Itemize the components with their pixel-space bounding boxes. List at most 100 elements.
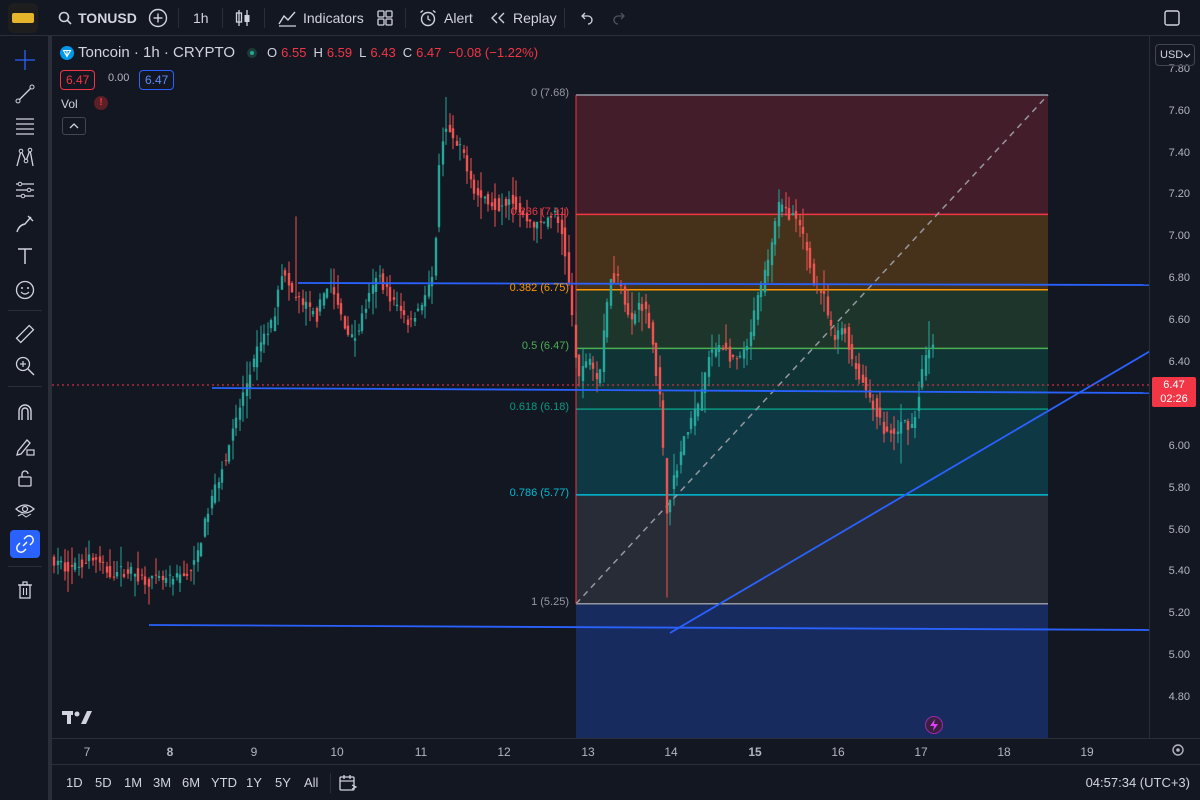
go-to-date-button[interactable]: [338, 773, 358, 796]
candle-body: [98, 556, 102, 563]
candle-body: [588, 358, 592, 365]
range-button-ytd[interactable]: YTD: [211, 775, 237, 790]
candle-body: [129, 566, 133, 574]
collapse-legend-button[interactable]: [62, 117, 86, 135]
candle-body: [532, 222, 536, 228]
symbol-search-button[interactable]: TONUSD: [58, 6, 137, 30]
resistance-line[interactable]: [297, 282, 1149, 286]
magnet-icon: [18, 404, 32, 420]
candle-body: [721, 348, 725, 350]
pattern-tool[interactable]: [10, 144, 40, 172]
replay-button[interactable]: Replay: [489, 6, 557, 30]
magnet-tool[interactable]: [10, 398, 40, 426]
trend-line-tool[interactable]: [10, 80, 40, 108]
range-button-1y[interactable]: 1Y: [246, 775, 262, 790]
redo-button[interactable]: [612, 6, 628, 30]
warning-icon[interactable]: !: [94, 96, 108, 110]
candle-body: [416, 308, 420, 311]
candle-body: [507, 199, 511, 205]
range-button-all[interactable]: All: [304, 775, 319, 790]
candle-body: [724, 342, 728, 350]
icons-tool[interactable]: [10, 276, 40, 304]
range-button-5y[interactable]: 5Y: [275, 775, 291, 790]
bottom-support-line[interactable]: [148, 624, 1149, 631]
candle-body: [882, 421, 886, 434]
buy-price-button[interactable]: 6.47: [139, 70, 175, 90]
text-tool[interactable]: [10, 242, 40, 270]
sell-price-button[interactable]: 6.47: [60, 70, 96, 90]
remove-drawings-tool[interactable]: [10, 576, 40, 604]
candle-body: [472, 179, 476, 194]
eye-icon: [15, 504, 35, 518]
candle-body: [224, 460, 228, 462]
chart-type-button[interactable]: [234, 6, 252, 30]
mid-support-line[interactable]: [211, 387, 1149, 394]
candle-body: [689, 417, 693, 430]
brush-icon: [16, 215, 34, 233]
candle-body: [735, 358, 739, 360]
fib-band: [576, 214, 1048, 290]
interval-button[interactable]: 1h: [193, 6, 209, 30]
range-button-1d[interactable]: 1D: [66, 775, 83, 790]
lock-drawings-tool[interactable]: [10, 464, 40, 492]
compare-symbol-button[interactable]: [148, 6, 168, 30]
time-axis-settings-button[interactable]: [1170, 742, 1186, 763]
currency-selector[interactable]: USD: [1155, 44, 1195, 66]
price-chart[interactable]: [52, 36, 1149, 738]
trend-lines[interactable]: [52, 282, 1149, 634]
fib-trend-line[interactable]: [575, 94, 1049, 605]
fib-retracement-drawing[interactable]: [575, 94, 1049, 738]
time-axis-label: 13: [581, 745, 595, 759]
sync-drawings-tool[interactable]: [10, 530, 40, 558]
range-button-1m[interactable]: 1M: [124, 775, 143, 790]
keep-drawing-tool[interactable]: [10, 432, 40, 460]
hide-drawings-tool[interactable]: [10, 496, 40, 524]
candle-body: [784, 206, 788, 209]
forecasting-tool[interactable]: [10, 176, 40, 204]
price-axis[interactable]: 7.807.607.407.207.006.806.606.406.206.00…: [1149, 36, 1200, 738]
indicators-button[interactable]: Indicators: [277, 6, 364, 30]
candle-body: [199, 543, 203, 557]
fullscreen-button[interactable]: [1163, 6, 1181, 30]
range-button-3m[interactable]: 3M: [153, 775, 172, 790]
candle-body: [455, 140, 459, 146]
candle-body: [773, 221, 777, 245]
alarm-clock-icon: [420, 9, 436, 27]
candle-body: [80, 559, 84, 568]
range-button-5d[interactable]: 5D: [95, 775, 112, 790]
candle-body: [490, 202, 494, 207]
range-button-6m[interactable]: 6M: [182, 775, 201, 790]
brush-tool[interactable]: [10, 210, 40, 238]
candle-body: [682, 436, 686, 455]
clock-timezone-button[interactable]: 04:57:34 (UTC+3): [1085, 775, 1190, 790]
alert-button[interactable]: Alert: [418, 6, 473, 30]
lightning-event-icon[interactable]: [925, 716, 943, 734]
candle-body: [626, 303, 630, 315]
candle-body: [430, 276, 434, 287]
ascending-trend-line[interactable]: [669, 350, 1149, 634]
volume-indicator-label[interactable]: Vol: [61, 97, 78, 111]
candle-body: [763, 269, 767, 293]
candle-body: [157, 575, 161, 578]
candle-body: [409, 318, 413, 320]
crosshair-tool[interactable]: [10, 46, 40, 74]
candle-body: [357, 330, 361, 332]
layouts-button[interactable]: [376, 6, 394, 30]
user-avatar[interactable]: [8, 3, 38, 33]
time-axis[interactable]: 7 8 9 10 11 12 13 14 15 16 17 18 19: [52, 738, 1200, 764]
tradingview-logo[interactable]: [62, 708, 94, 731]
measure-tool[interactable]: [10, 320, 40, 348]
candle-body: [448, 124, 452, 132]
candle-body: [283, 270, 287, 276]
candle-body: [504, 199, 508, 206]
fib-retracement-tool[interactable]: [10, 112, 40, 140]
toolbar-divider: [264, 8, 265, 28]
candle-body: [108, 566, 112, 578]
price-axis-label: 6.00: [1168, 439, 1190, 452]
undo-button[interactable]: [578, 6, 594, 30]
zoom-tool[interactable]: [10, 352, 40, 380]
symbol-description[interactable]: Toncoin · 1h · CRYPTO: [78, 44, 236, 61]
time-axis-label: 10: [330, 745, 344, 759]
undo-icon: [581, 12, 593, 25]
candle-body: [742, 349, 746, 359]
